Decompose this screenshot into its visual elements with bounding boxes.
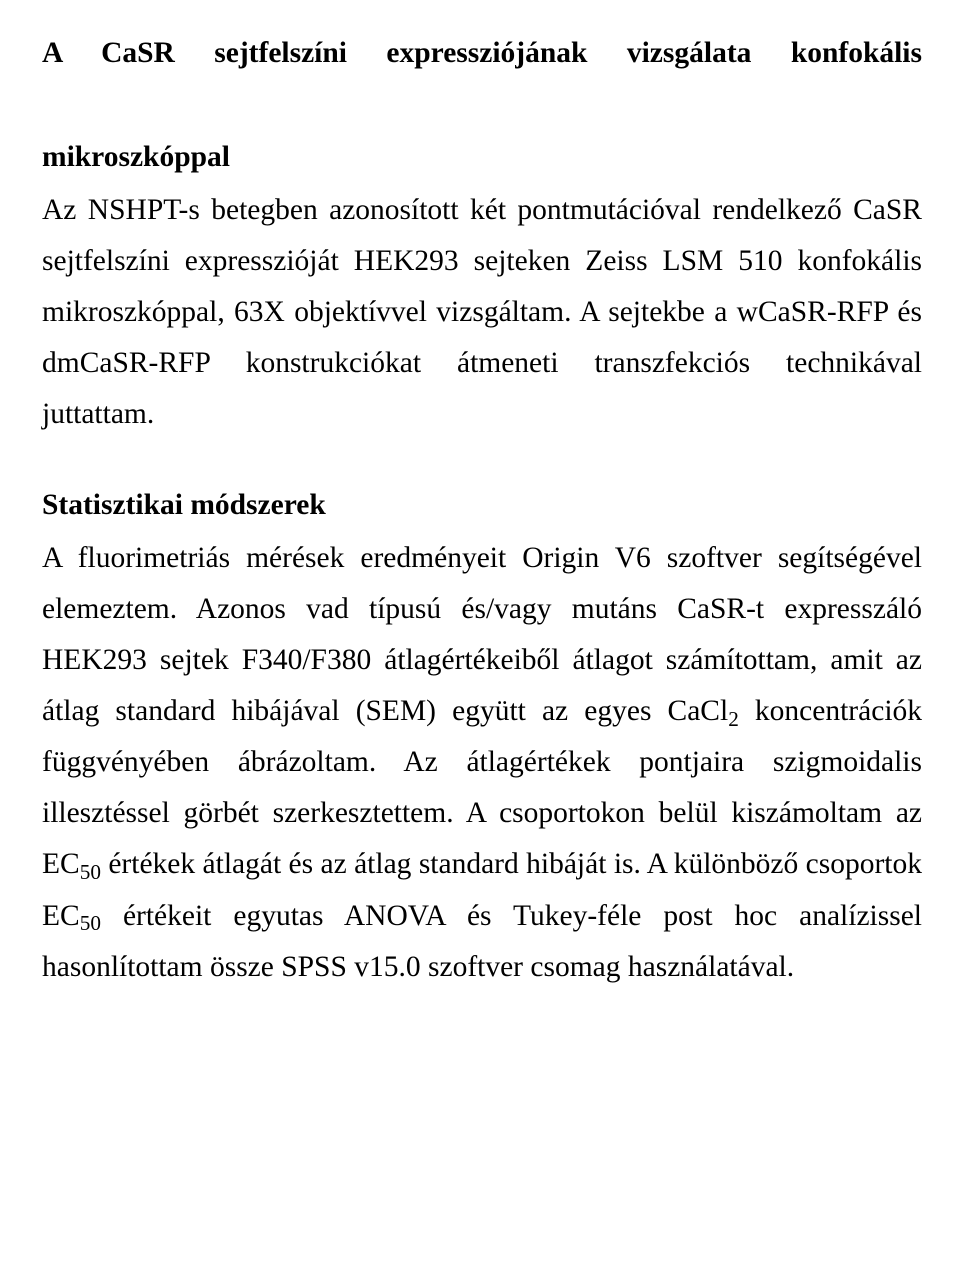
- section2-sub-2: 50: [80, 860, 101, 884]
- section2-text-4: értékeit egyutas ANOVA és Tukey-féle pos…: [42, 900, 922, 983]
- section2-paragraph: A fluorimetriás mérések eredményeit Orig…: [42, 533, 922, 992]
- section2-sub-1: 2: [728, 707, 739, 731]
- section1-paragraph: Az NSHPT-s betegben azonosított két pont…: [42, 185, 922, 440]
- section2-sub-3: 50: [80, 911, 101, 935]
- section1-heading-line2: mikroszkóppal: [42, 132, 922, 183]
- section-gap: [42, 440, 922, 480]
- section1-heading-line1: A CaSR sejtfelszíni expressziójának vizs…: [42, 28, 922, 130]
- section2-heading: Statisztikai módszerek: [42, 480, 922, 531]
